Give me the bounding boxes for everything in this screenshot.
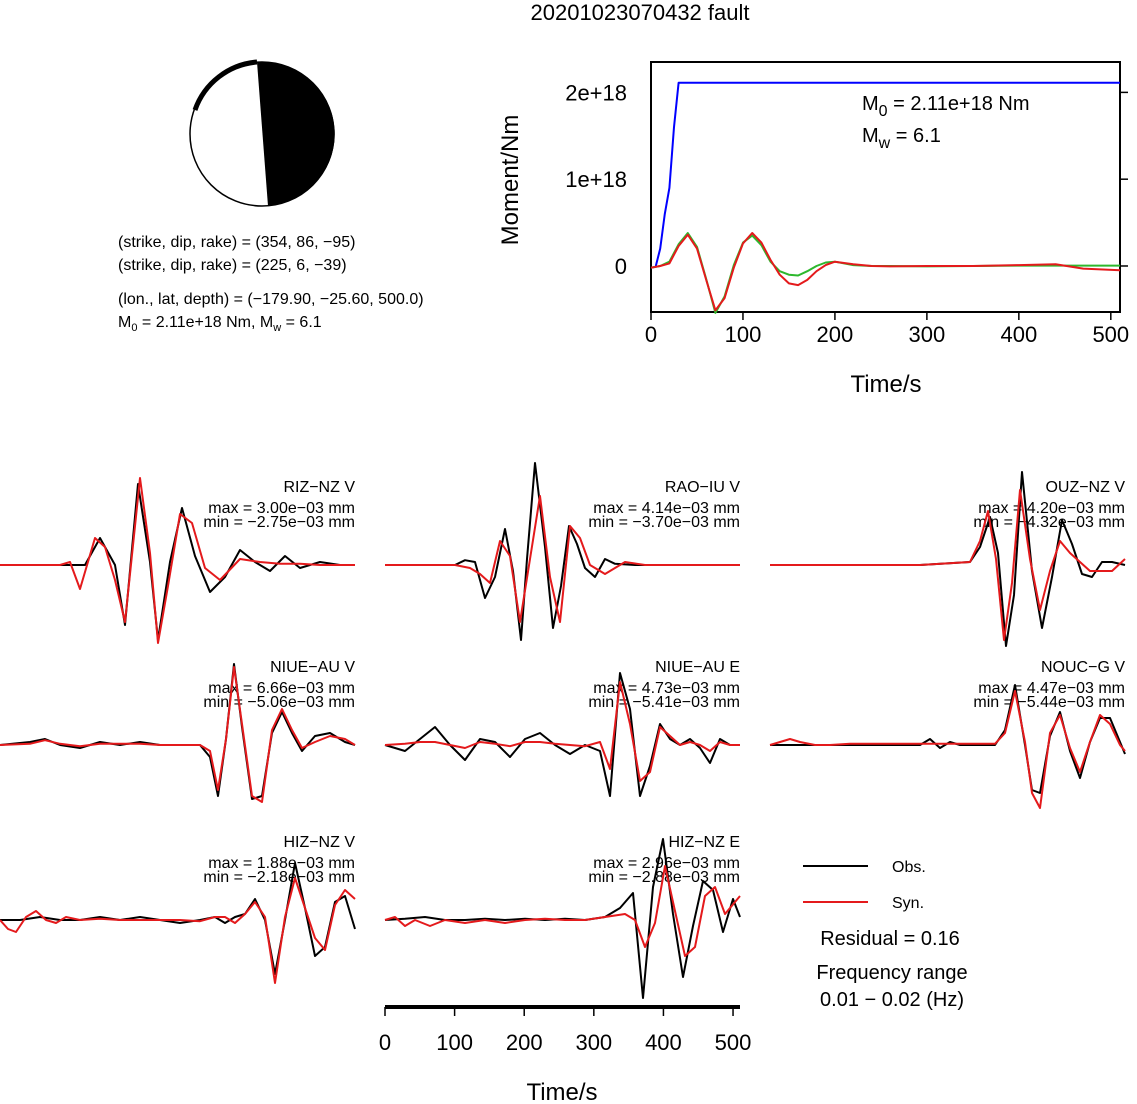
synthetic-trace bbox=[384, 865, 741, 957]
waveform-xtick-label: 400 bbox=[645, 1030, 682, 1055]
mechanism-line-1: (strike, dip, rake) = (354, 86, −95) bbox=[118, 234, 355, 251]
station-label: RAO−IU V bbox=[665, 479, 740, 496]
min-label: min = −5.44e−03 mm bbox=[973, 694, 1125, 711]
min-label: min = −3.70e−03 mm bbox=[588, 514, 740, 531]
frequency-label: Frequency range bbox=[816, 962, 967, 984]
legend-obs-label: Obs. bbox=[892, 859, 926, 876]
max-label: max = 1.88e−03 mm bbox=[208, 855, 355, 872]
moment-annotation-mw: Mw = 6.1 bbox=[862, 125, 941, 152]
legend: Obs. Syn. bbox=[803, 859, 926, 912]
min-label: min = −2.75e−03 mm bbox=[203, 514, 355, 531]
max-label: max = 4.14e−03 mm bbox=[593, 500, 740, 517]
max-label: max = 6.66e−03 mm bbox=[208, 680, 355, 697]
station-label: NIUE−AU V bbox=[270, 659, 355, 676]
moment-xtick-label: 500 bbox=[1092, 322, 1129, 347]
moment-xtick-label: 400 bbox=[1000, 322, 1037, 347]
waveform-time-axis: 0 100 200 300 400 500 Time/s bbox=[379, 1005, 752, 1104]
moment-yticks: 0 1e+18 2e+18 bbox=[565, 80, 1128, 279]
min-label: min = −2.18e−03 mm bbox=[203, 869, 355, 886]
mechanism-line-2: (strike, dip, rake) = (225, 6, −39) bbox=[118, 257, 347, 274]
station-label: HIZ−NZ E bbox=[668, 834, 740, 851]
figure-title: 20201023070432 fault bbox=[531, 0, 750, 25]
moment-chart: 0 100 200 300 400 500 0 1e+18 2e+18 Time/s Mome… bbox=[497, 61, 1129, 398]
synthetic-trace bbox=[384, 681, 740, 782]
moment-ylabel: Moment/Nm bbox=[497, 115, 524, 246]
moment-xtick-label: 100 bbox=[725, 322, 762, 347]
min-label: min = −4.32e−03 mm bbox=[973, 514, 1125, 531]
frequency-value: 0.01 − 0.02 (Hz) bbox=[820, 989, 964, 1011]
moment-annotation-m0: M0 = 2.11e+18 Nm bbox=[862, 93, 1030, 120]
waveform-xtick-label: 100 bbox=[436, 1030, 473, 1055]
waveform-xtick-label: 500 bbox=[715, 1030, 752, 1055]
waveform-xtick-label: 200 bbox=[506, 1030, 543, 1055]
moment-xtick-label: 200 bbox=[817, 322, 854, 347]
residual-text: Residual = 0.16 bbox=[820, 928, 960, 950]
observed-trace bbox=[0, 483, 355, 641]
legend-syn-label: Syn. bbox=[892, 895, 924, 912]
waveform-xticks: 0 100 200 300 400 500 bbox=[379, 1007, 752, 1055]
synthetic-trace bbox=[0, 666, 356, 803]
max-label: max = 3.00e−03 mm bbox=[208, 500, 355, 517]
moment-xlabel: Time/s bbox=[850, 371, 921, 398]
synthetic-trace bbox=[0, 477, 355, 644]
synthetic-trace bbox=[769, 690, 1126, 809]
synthetic-trace bbox=[385, 495, 740, 623]
moment-series-cumulative bbox=[650, 81, 1120, 269]
mechanism-line-3: (lon., lat, depth) = (−179.90, −25.60, 5… bbox=[118, 291, 424, 308]
moment-ytick-label: 0 bbox=[615, 254, 627, 279]
station-label: NOUC−G V bbox=[1041, 659, 1125, 676]
synthetic-trace bbox=[0, 877, 356, 984]
moment-xtick-label: 300 bbox=[909, 322, 946, 347]
moment-series-group bbox=[650, 81, 1121, 314]
station-label: OUZ−NZ V bbox=[1045, 479, 1125, 496]
moment-ytick-label: 1e+18 bbox=[565, 167, 627, 192]
min-label: min = −5.06e−03 mm bbox=[203, 694, 355, 711]
station-label: HIZ−NZ V bbox=[283, 834, 355, 851]
max-label: max = 4.73e−03 mm bbox=[593, 680, 740, 697]
station-label: NIUE−AU E bbox=[655, 659, 740, 676]
observed-trace bbox=[770, 471, 1126, 647]
moment-plot-frame bbox=[650, 61, 1121, 313]
min-label: min = −5.41e−03 mm bbox=[588, 694, 740, 711]
synthetic-trace bbox=[770, 489, 1126, 641]
moment-xtick-label: 0 bbox=[645, 322, 657, 347]
max-label: max = 4.20e−03 mm bbox=[978, 500, 1125, 517]
moment-xticks: 0 100 200 300 400 500 bbox=[645, 312, 1129, 347]
waveform-xtick-label: 300 bbox=[575, 1030, 612, 1055]
beachball-icon bbox=[189, 59, 335, 207]
station-label: RIZ−NZ V bbox=[283, 479, 355, 496]
moment-ytick-label: 2e+18 bbox=[565, 80, 627, 105]
waveform-xtick-label: 0 bbox=[379, 1030, 391, 1055]
observed-trace bbox=[384, 838, 741, 999]
moment-series-rate_red bbox=[650, 232, 1121, 312]
waveform-xlabel: Time/s bbox=[526, 1079, 597, 1104]
mechanism-line-4: M0 = 2.11e+18 Nm, Mw = 6.1 bbox=[118, 314, 322, 334]
